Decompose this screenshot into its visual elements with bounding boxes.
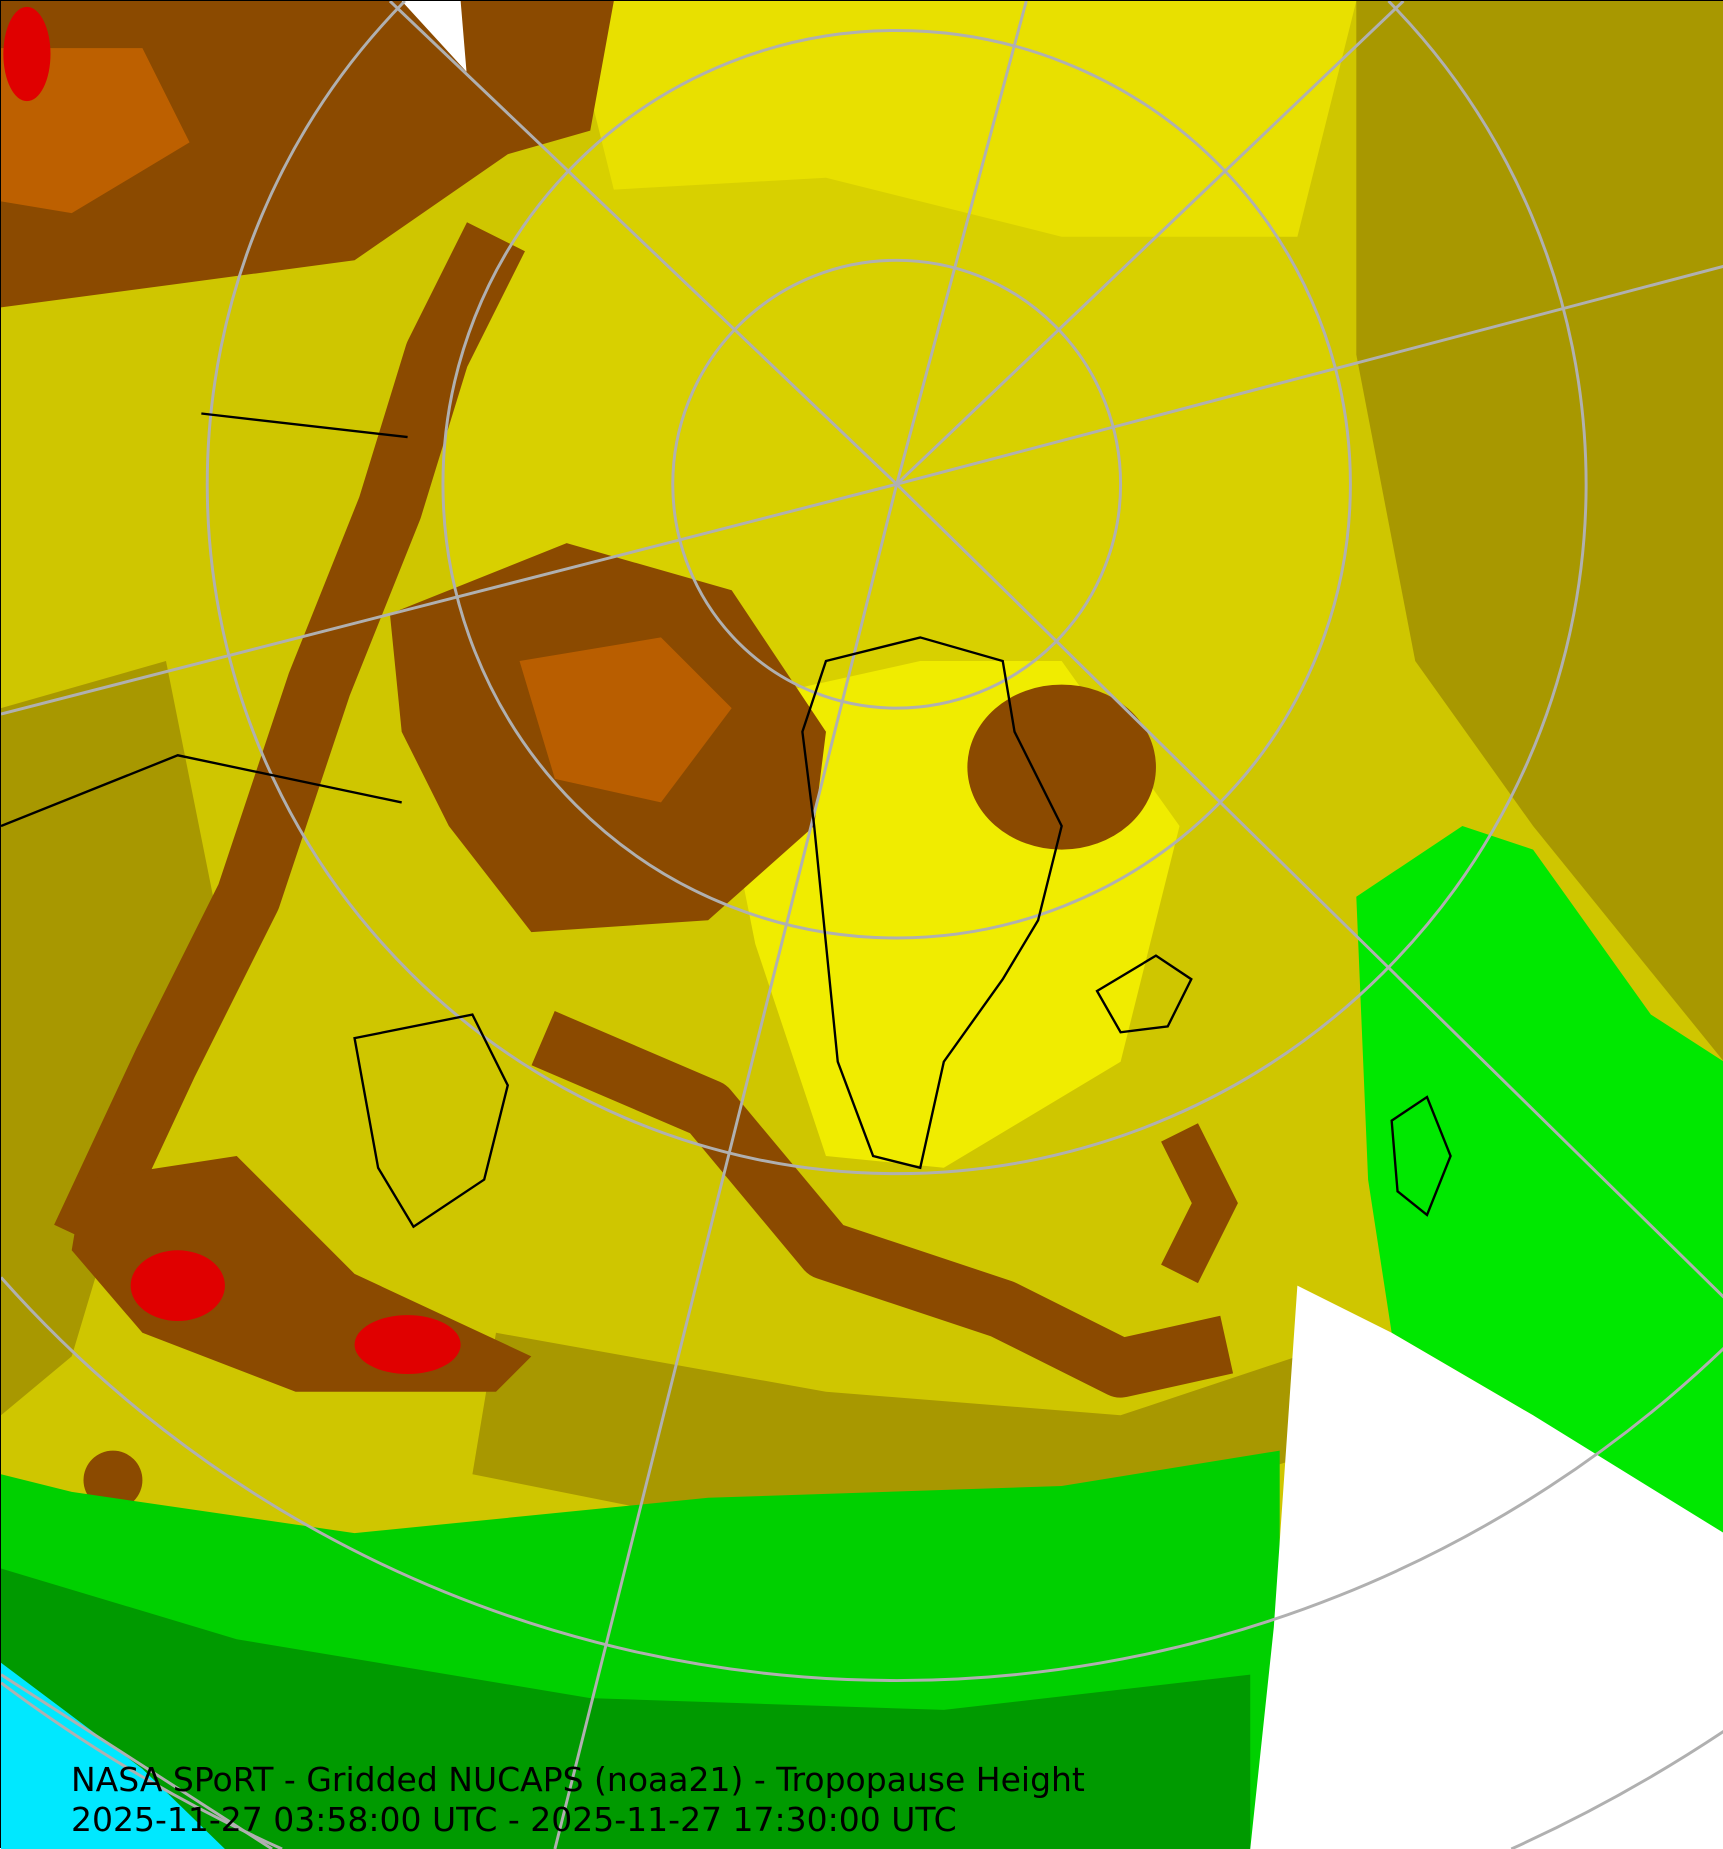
- red-high-3: [3, 7, 50, 101]
- red-high-1: [131, 1250, 225, 1321]
- red-high-2: [355, 1315, 461, 1374]
- map-time-range: 2025-11-27 03:58:00 UTC - 2025-11-27 17:…: [71, 1803, 957, 1836]
- map-title: NASA SPoRT - Gridded NUCAPS (noaa21) - T…: [71, 1763, 1085, 1796]
